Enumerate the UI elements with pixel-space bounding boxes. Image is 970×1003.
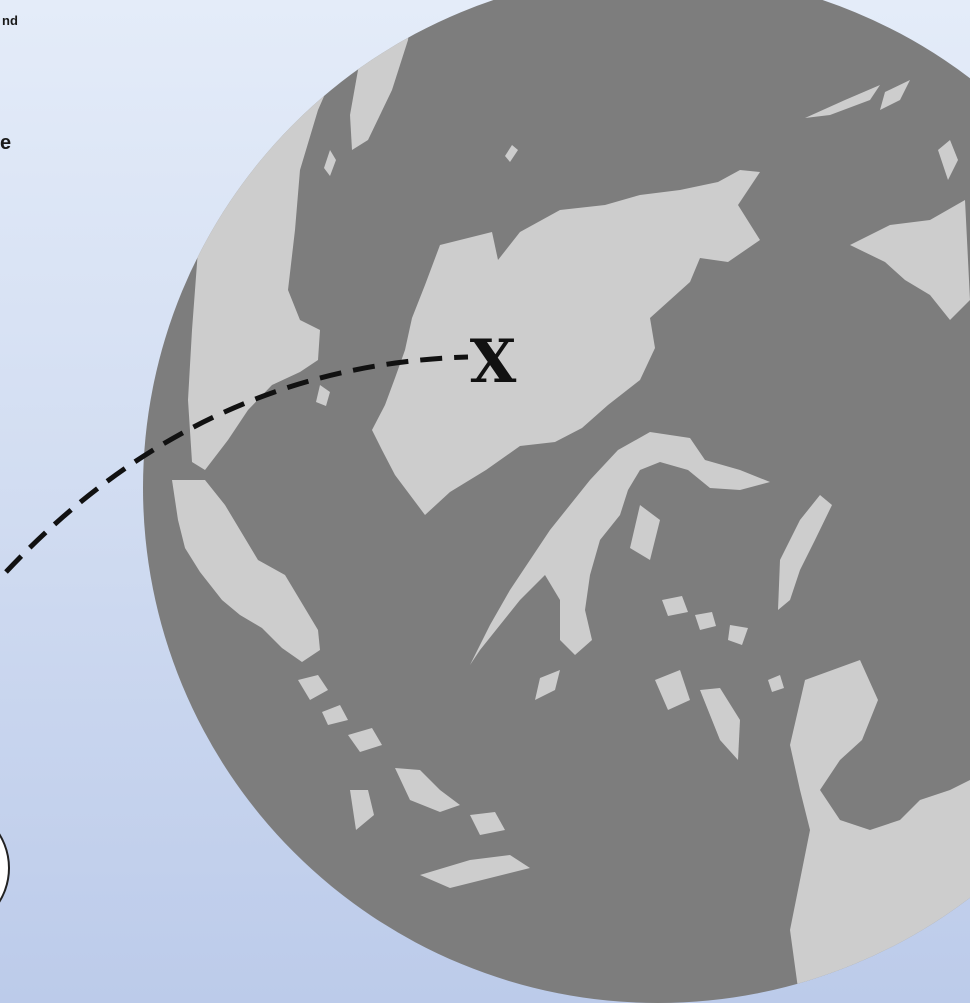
island-south-6 <box>470 812 505 835</box>
islet-2 <box>324 150 336 176</box>
island-south-5 <box>350 790 374 830</box>
landmass-west-long <box>188 0 352 470</box>
islet-4 <box>180 182 195 212</box>
islet-15 <box>700 688 740 760</box>
landmass-southeast <box>790 660 970 1003</box>
clipped-text-fragment-top: nd <box>2 13 18 28</box>
destination-marker: X <box>470 327 517 397</box>
landmass-east-spur <box>630 505 660 560</box>
islet-5 <box>505 145 518 162</box>
islet-11 <box>938 140 958 180</box>
route-line <box>4 354 469 574</box>
islet-1 <box>288 60 300 78</box>
island-south-7 <box>420 855 530 888</box>
islet-12 <box>880 80 910 110</box>
landmasses <box>172 0 970 1003</box>
landmass-east-branching <box>470 432 770 665</box>
islet-13 <box>805 85 880 118</box>
clipped-text-fragment-middle: e <box>0 132 12 154</box>
island-south-8 <box>300 895 340 915</box>
island-south-2 <box>322 705 348 725</box>
landmass-central-large <box>372 170 760 515</box>
landmass-east-thin <box>778 495 832 610</box>
island-south-4 <box>395 768 460 812</box>
landmass-south-chain <box>172 480 320 662</box>
landmass-northeast <box>850 200 970 320</box>
islet-8 <box>695 612 716 630</box>
islet-14 <box>655 670 690 710</box>
islet-9 <box>728 625 748 645</box>
circle-outline-icon <box>0 833 10 903</box>
islet-10 <box>768 675 784 692</box>
island-south-1 <box>298 675 328 700</box>
islet-6 <box>535 670 560 700</box>
globe-icon <box>143 0 970 1003</box>
islet-3 <box>316 385 330 406</box>
island-south-3 <box>348 728 382 752</box>
islet-7 <box>662 596 688 616</box>
